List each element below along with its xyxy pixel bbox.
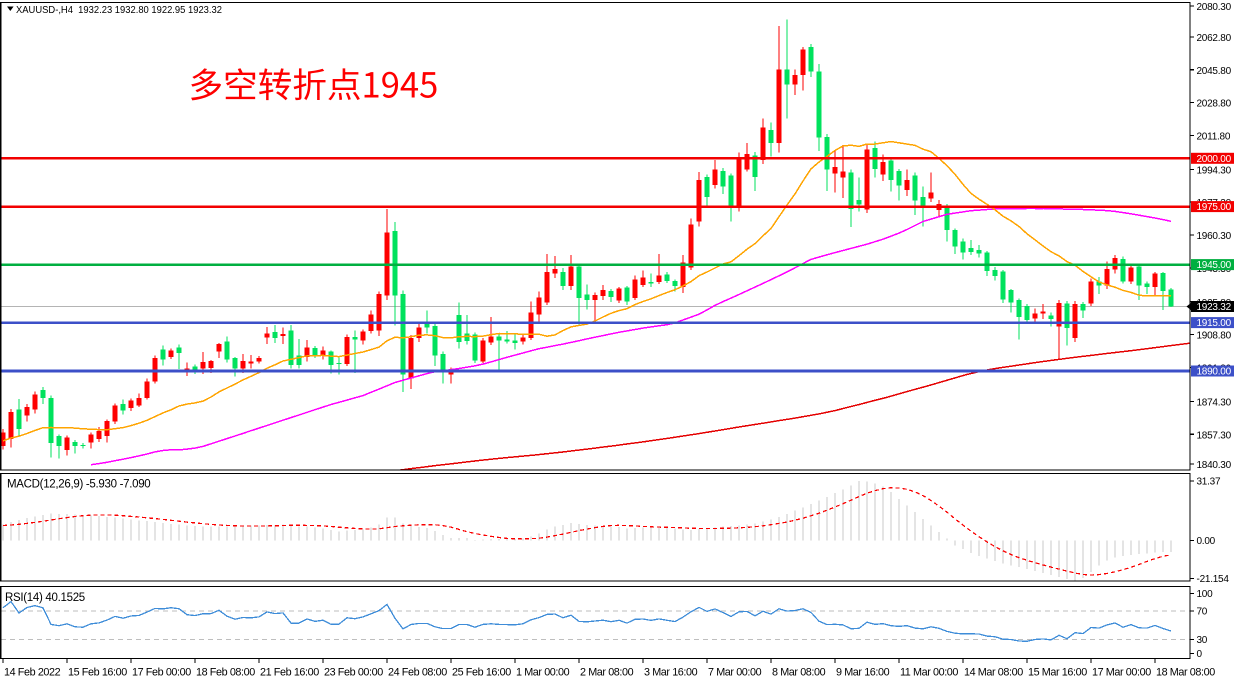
svg-text:70: 70 — [1197, 607, 1208, 618]
svg-text:2011.80: 2011.80 — [1197, 132, 1231, 143]
svg-text:1975.00: 1975.00 — [1197, 202, 1232, 213]
svg-text:30: 30 — [1197, 635, 1208, 646]
svg-text:1915.00: 1915.00 — [1197, 318, 1232, 329]
svg-text:0.00: 0.00 — [1197, 536, 1216, 547]
svg-text:2028.80: 2028.80 — [1197, 99, 1232, 110]
svg-text:9 Mar 16:00: 9 Mar 16:00 — [836, 667, 890, 679]
svg-text:MACD(12,26,9) -5.930 -7.090: MACD(12,26,9) -5.930 -7.090 — [7, 479, 150, 491]
svg-text:11 Mar 00:00: 11 Mar 00:00 — [900, 667, 958, 679]
svg-text:0: 0 — [1197, 649, 1203, 660]
svg-text:15 Feb 16:00: 15 Feb 16:00 — [68, 667, 127, 679]
svg-text:2062.80: 2062.80 — [1197, 33, 1232, 44]
svg-text:1 Mar 00:00: 1 Mar 00:00 — [516, 667, 570, 679]
svg-text:21 Feb 16:00: 21 Feb 16:00 — [260, 667, 319, 679]
svg-text:1874.30: 1874.30 — [1197, 397, 1232, 408]
svg-text:25 Feb 16:00: 25 Feb 16:00 — [452, 667, 511, 679]
svg-text:2045.80: 2045.80 — [1197, 66, 1232, 77]
svg-text:2080.30: 2080.30 — [1197, 2, 1232, 13]
svg-text:17 Feb 00:00: 17 Feb 00:00 — [132, 667, 191, 679]
svg-text:8 Mar 08:00: 8 Mar 08:00 — [772, 667, 826, 679]
svg-text:23 Feb 00:00: 23 Feb 00:00 — [324, 667, 383, 679]
svg-text:15 Mar 16:00: 15 Mar 16:00 — [1028, 667, 1087, 679]
svg-text:18 Feb 08:00: 18 Feb 08:00 — [196, 667, 255, 679]
svg-text:17 Mar 00:00: 17 Mar 00:00 — [1092, 667, 1151, 679]
svg-text:2 Mar 08:00: 2 Mar 08:00 — [580, 667, 634, 679]
svg-text:RSI(14) 40.1525: RSI(14) 40.1525 — [5, 592, 85, 604]
svg-text:3 Mar 16:00: 3 Mar 16:00 — [644, 667, 698, 679]
svg-text:1945.00: 1945.00 — [1197, 260, 1232, 271]
svg-text:18 Mar 08:00: 18 Mar 08:00 — [1156, 667, 1215, 679]
svg-text:1857.30: 1857.30 — [1197, 430, 1232, 441]
svg-text:-21.154: -21.154 — [1197, 574, 1230, 585]
svg-text:1840.30: 1840.30 — [1197, 460, 1232, 471]
svg-text:7 Mar 00:00: 7 Mar 00:00 — [708, 667, 762, 679]
svg-text:24 Feb 08:00: 24 Feb 08:00 — [388, 667, 447, 679]
svg-text:XAUUSD-,H4 1932.23 1932.80 19: XAUUSD-,H4 1932.23 1932.80 1922.95 1923.… — [16, 4, 222, 16]
svg-text:14 Mar 08:00: 14 Mar 08:00 — [964, 667, 1023, 679]
svg-text:31.37: 31.37 — [1197, 477, 1221, 488]
svg-text:1908.80: 1908.80 — [1197, 331, 1232, 342]
svg-text:1994.30: 1994.30 — [1197, 165, 1232, 176]
svg-text:1890.00: 1890.00 — [1197, 367, 1232, 378]
svg-text:14 Feb 2022: 14 Feb 2022 — [4, 667, 61, 679]
svg-text:100: 100 — [1197, 589, 1214, 600]
svg-text:1960.30: 1960.30 — [1197, 231, 1232, 242]
svg-text:1923.32: 1923.32 — [1197, 302, 1232, 313]
svg-text:2000.00: 2000.00 — [1197, 154, 1232, 165]
